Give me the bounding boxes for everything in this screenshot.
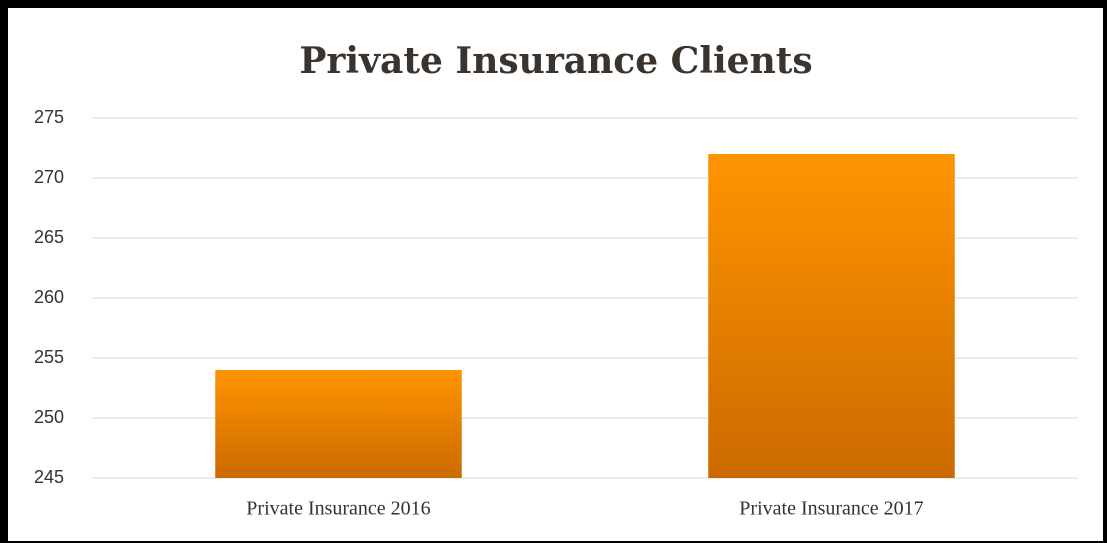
y-tick-label: 265 — [34, 227, 64, 247]
y-tick-label: 250 — [34, 407, 64, 427]
y-tick-label: 255 — [34, 347, 64, 367]
bar — [708, 154, 955, 478]
y-tick-label: 270 — [34, 167, 64, 187]
bar — [215, 370, 462, 478]
y-tick-label: 260 — [34, 287, 64, 307]
y-tick-label: 245 — [34, 467, 64, 487]
chart-title: Private Insurance Clients — [299, 40, 812, 82]
y-tick-label: 275 — [34, 107, 64, 127]
x-tick-label: Private Insurance 2017 — [739, 498, 923, 520]
x-tick-label: Private Insurance 2016 — [246, 498, 430, 520]
